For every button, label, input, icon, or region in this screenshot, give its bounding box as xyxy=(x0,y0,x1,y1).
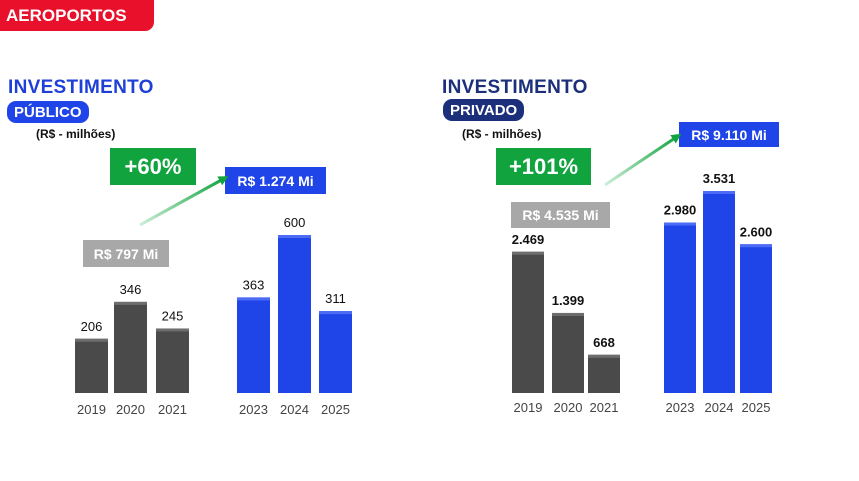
private-bar-2023 xyxy=(664,222,696,393)
private-value-label-2020: 1.399 xyxy=(552,293,585,308)
private-total-after-box: R$ 9.110 Mi xyxy=(679,122,779,147)
public-year-label-2024: 2024 xyxy=(280,402,309,417)
public-year-label-2025: 2025 xyxy=(321,402,350,417)
private-bar-2025 xyxy=(740,244,772,393)
public-unit-label: (R$ - milhões) xyxy=(36,127,116,141)
public-year-label-2020: 2020 xyxy=(116,402,145,417)
public-total-after: R$ 1.274 Mi xyxy=(237,172,314,189)
private-bar-highlight-2020 xyxy=(552,312,584,316)
public-bar-2020 xyxy=(114,301,147,393)
public-year-label-2023: 2023 xyxy=(239,402,268,417)
public-bar-2019 xyxy=(75,338,108,393)
public-value-label-2025: 311 xyxy=(325,291,346,306)
private-value-label-2019: 2.469 xyxy=(512,232,545,247)
private-value-label-2024: 3.531 xyxy=(703,171,736,186)
private-year-label-2019: 2019 xyxy=(514,400,543,415)
private-bar-2020 xyxy=(552,312,584,393)
private-unit-label: (R$ - milhões) xyxy=(462,127,542,141)
private-bar-highlight-2021 xyxy=(588,354,620,358)
private-bar-2019 xyxy=(512,251,544,393)
private-title: INVESTIMENTO xyxy=(442,77,588,98)
public-value-label-2023: 363 xyxy=(243,277,265,292)
private-total-after: R$ 9.110 Mi xyxy=(691,126,767,143)
private-subtitle-pill: PRIVADO xyxy=(443,99,525,121)
public-growth-badge: +60% xyxy=(110,148,196,185)
public-value-label-2021: 245 xyxy=(162,308,184,323)
public-title: INVESTIMENTO xyxy=(8,77,154,98)
public-bar-highlight-2025 xyxy=(319,311,352,315)
private-total-before-box: R$ 4.535 Mi xyxy=(511,202,610,228)
private-year-label-2021: 2021 xyxy=(590,400,619,415)
public-bar-highlight-2020 xyxy=(114,301,147,305)
private-year-label-2023: 2023 xyxy=(666,400,695,415)
private-year-label-2020: 2020 xyxy=(554,400,583,415)
public-value-label-2019: 206 xyxy=(81,319,103,334)
public-growth-arrow xyxy=(139,176,229,227)
private-growth-value: +101% xyxy=(508,153,579,179)
private-value-label-2023: 2.980 xyxy=(664,203,697,218)
public-year-label-2019: 2019 xyxy=(77,402,106,417)
private-bar-highlight-2025 xyxy=(740,244,772,248)
public-bar-highlight-2023 xyxy=(237,297,270,301)
private-bar-2021 xyxy=(588,354,620,393)
section-tag-label: AEROPORTOS xyxy=(6,5,127,25)
private-year-label-2025: 2025 xyxy=(742,400,771,415)
private-total-before: R$ 4.535 Mi xyxy=(522,207,599,223)
private-bar-highlight-2023 xyxy=(664,222,696,226)
private-bar-highlight-2019 xyxy=(512,251,544,255)
public-subtitle-pill: PÚBLICO xyxy=(7,101,89,123)
private-growth-arrow xyxy=(604,133,682,187)
public-value-label-2024: 600 xyxy=(284,215,306,230)
public-bar-2025 xyxy=(319,311,352,393)
public-bar-2023 xyxy=(237,297,270,393)
public-subtitle: PÚBLICO xyxy=(14,103,82,121)
private-value-label-2025: 2.600 xyxy=(740,224,773,239)
public-total-before: R$ 797 Mi xyxy=(93,245,159,262)
public-year-label-2021: 2021 xyxy=(158,402,187,417)
public-bar-2024 xyxy=(278,235,311,393)
private-year-label-2024: 2024 xyxy=(705,400,734,415)
private-growth-badge: +101% xyxy=(496,148,591,185)
section-tag: AEROPORTOS xyxy=(0,0,154,31)
public-bar-2021 xyxy=(156,328,189,393)
private-subtitle: PRIVADO xyxy=(450,101,518,119)
private-value-label-2021: 668 xyxy=(593,335,615,350)
private-bar-2024 xyxy=(703,191,735,393)
public-bar-highlight-2024 xyxy=(278,235,311,238)
public-bar-highlight-2021 xyxy=(156,328,189,332)
public-total-after-box: R$ 1.274 Mi xyxy=(225,167,326,194)
public-value-label-2020: 346 xyxy=(120,282,142,297)
public-growth-value: +60% xyxy=(124,153,182,179)
private-bar-highlight-2024 xyxy=(703,191,735,194)
public-total-before-box: R$ 797 Mi xyxy=(83,240,169,267)
public-bar-highlight-2019 xyxy=(75,338,108,342)
